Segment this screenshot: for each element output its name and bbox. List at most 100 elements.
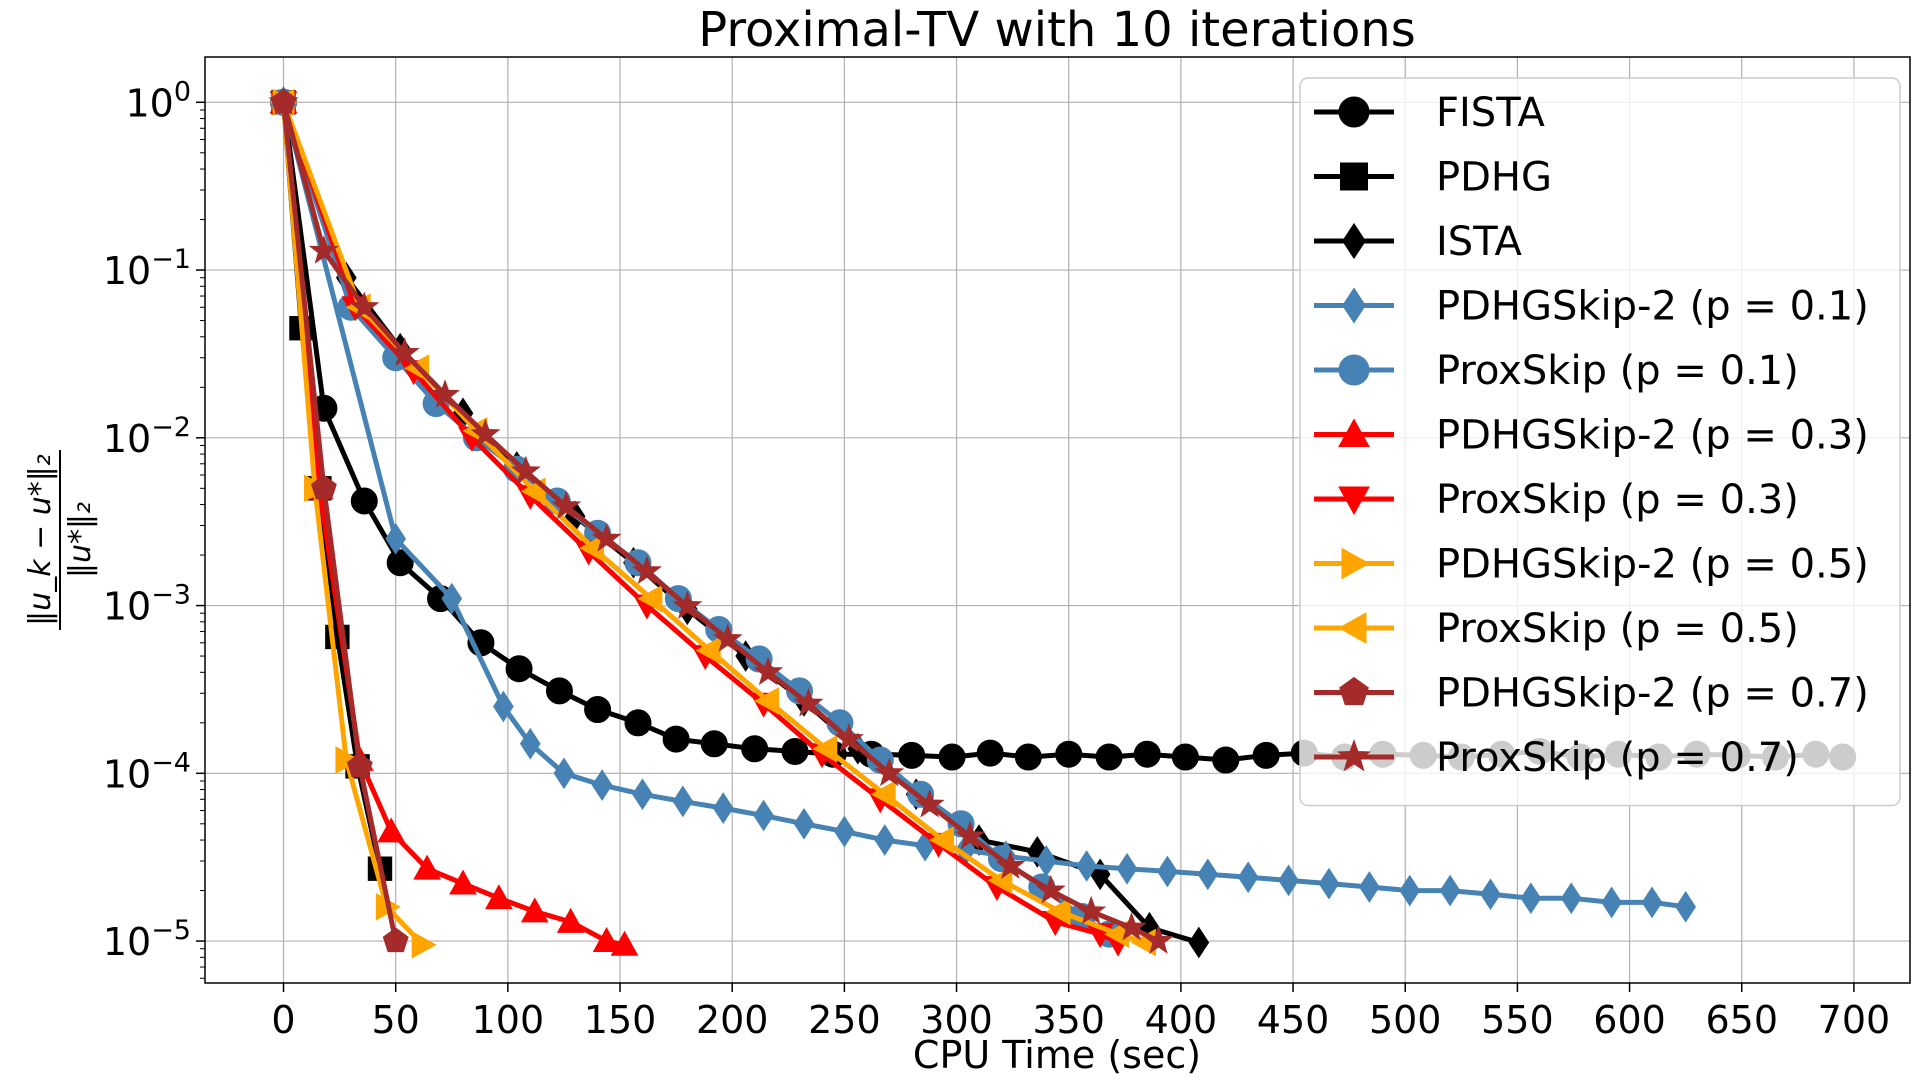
y-tick-label: 10−1 (103, 244, 191, 293)
x-tick-label: 400 (1145, 998, 1218, 1042)
legend-label: ISTA (1436, 219, 1523, 265)
data-point (308, 235, 339, 264)
data-point (637, 584, 663, 613)
legend-item: ProxSkip (p = 0.7) (1314, 735, 1799, 781)
data-point (1560, 882, 1582, 915)
legend-item: PDHG (1314, 155, 1552, 201)
data-point (346, 752, 373, 778)
legend-box (1299, 77, 1901, 807)
y-axis-label-denominator: ‖u*‖₂ (63, 502, 98, 578)
data-point (493, 690, 514, 723)
data-point (1399, 874, 1421, 907)
data-point (411, 930, 437, 959)
legend-marker (1342, 287, 1366, 324)
x-axis: 0 50 100 150 200 250 300 350 400 450 500 550 600 650 7… (271, 983, 1890, 1042)
y-tick-label: 100 (125, 76, 191, 125)
data-point (386, 549, 414, 577)
legend: FISTA PDHG ISTA PDHGSkip-2 (p = 0.1) ProxSki… (1299, 77, 1901, 807)
data-point (385, 522, 407, 555)
legend-marker (1339, 676, 1369, 706)
legend-label: PDHGSkip-2 (p = 0.3) (1436, 413, 1869, 459)
data-point (1095, 743, 1123, 771)
data-point (874, 824, 896, 856)
x-tick-label: 500 (1369, 998, 1442, 1042)
legend-marker (1342, 222, 1366, 260)
data-point (631, 555, 662, 585)
data-point (1212, 746, 1240, 774)
legend-marker (1336, 739, 1372, 772)
data-point (1358, 871, 1380, 903)
data-point (556, 907, 585, 933)
data-point (1035, 874, 1066, 904)
y-tick-label: 10−2 (103, 412, 191, 461)
data-point (268, 86, 299, 116)
data-point (1278, 864, 1299, 897)
data-point (938, 743, 966, 771)
data-point (712, 623, 743, 652)
x-tick-label: 650 (1705, 998, 1778, 1042)
series-line (281, 99, 1689, 910)
data-point (793, 807, 815, 840)
data-point (1026, 836, 1048, 868)
data-point (1171, 743, 1199, 771)
data-point (712, 792, 734, 825)
data-point (1014, 743, 1042, 771)
series-line (281, 99, 1121, 945)
legend-marker (1340, 162, 1368, 191)
data-point (753, 799, 774, 832)
legend-marker (1338, 486, 1370, 516)
data-point (520, 897, 549, 923)
data-point (1076, 850, 1098, 882)
legend-item: PDHGSkip-2 (p = 0.1) (1314, 284, 1869, 330)
x-tick-label: 0 (271, 998, 295, 1042)
data-point (754, 687, 779, 715)
data-point (413, 854, 441, 880)
y-axis: 100 10−1 10−2 10−3 10−4 10−5 (103, 76, 205, 979)
y-axis-label-numerator: ‖u_k − u*‖₂ (23, 454, 58, 626)
data-point (1055, 740, 1083, 768)
data-point (1252, 741, 1280, 769)
data-point (870, 780, 896, 809)
data-point (632, 778, 653, 811)
x-tick-label: 250 (808, 998, 881, 1042)
chart-title: Proximal-TV with 10 iterations (698, 2, 1415, 58)
x-tick-label: 50 (372, 998, 420, 1042)
legend-label: ProxSkip (p = 0.3) (1436, 477, 1799, 523)
data-point (672, 590, 703, 620)
data-point (584, 696, 612, 724)
data-point (610, 930, 639, 956)
data-point (389, 337, 420, 366)
legend-marker (1337, 612, 1367, 644)
data-point (377, 817, 406, 843)
legend-label: FISTA (1436, 90, 1546, 136)
legend-item: ProxSkip (p = 0.1) (1314, 348, 1799, 394)
data-point (1045, 897, 1071, 926)
legend-item: ProxSkip (p = 0.3) (1314, 477, 1799, 523)
data-point (1157, 855, 1178, 888)
data-point (929, 826, 954, 854)
y-axis-label: ‖u_k − u*‖₂ ‖u*‖₂ (23, 450, 98, 630)
data-point (505, 655, 533, 683)
x-tick-label: 300 (920, 998, 993, 1042)
y-tick-label: 10−5 (103, 915, 191, 964)
data-point (1133, 740, 1161, 768)
data-point (350, 487, 378, 515)
data-point (1480, 878, 1501, 911)
data-point (1439, 874, 1461, 907)
plot-frame (204, 56, 1911, 984)
data-point (662, 725, 690, 753)
data-point (976, 739, 1004, 767)
data-point (551, 490, 582, 520)
legend-item: PDHGSkip-2 (p = 0.7) (1314, 671, 1869, 717)
data-point (898, 741, 926, 769)
data-point (591, 523, 622, 552)
data-point (700, 730, 728, 758)
legend-label: PDHGSkip-2 (p = 0.5) (1436, 542, 1869, 588)
data-point (1188, 926, 1210, 959)
legend-marker (1341, 547, 1371, 580)
series-10 (268, 86, 1174, 954)
data-point (470, 418, 501, 448)
data-point (382, 927, 409, 953)
series-line (281, 99, 399, 944)
